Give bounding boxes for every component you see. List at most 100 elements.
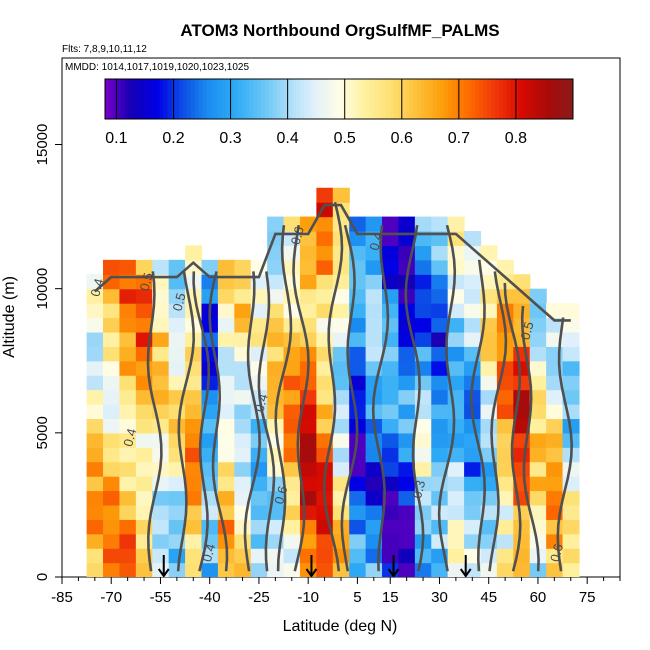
heatmap-cell <box>398 389 416 405</box>
colorbar-segment <box>257 79 262 119</box>
heatmap-cell <box>480 274 498 290</box>
heatmap-cell <box>464 447 482 463</box>
heatmap-cell <box>168 548 186 564</box>
contour-line <box>404 224 425 572</box>
heatmap-cell <box>332 447 350 463</box>
heatmap-cell <box>414 418 432 434</box>
colorbar-segment <box>537 79 543 119</box>
heatmap-cell <box>529 432 547 448</box>
heatmap-cell <box>447 216 465 232</box>
heatmap-cell <box>382 562 400 577</box>
heatmap-cell <box>316 447 334 463</box>
colorbar-segment <box>545 79 551 119</box>
colorbar-segment <box>401 79 406 119</box>
heatmap-cell <box>267 216 285 232</box>
heatmap-cell <box>135 288 153 304</box>
heatmap-cell <box>431 274 449 290</box>
heatmap-cell <box>185 432 203 448</box>
colorbar-segment <box>331 79 336 119</box>
flight-marker-arrow <box>387 555 400 578</box>
heatmap-cell <box>152 548 170 564</box>
heatmap-cell <box>86 490 104 506</box>
heatmap-cell <box>414 288 432 304</box>
heatmap-cell <box>414 447 432 463</box>
heatmap-cell <box>86 548 104 564</box>
heatmap-cell <box>513 504 531 520</box>
heatmap-cell <box>447 360 465 376</box>
heatmap-cell <box>283 303 301 319</box>
heatmap-cell <box>103 519 121 535</box>
colorbar-segment <box>311 79 317 119</box>
x-tick-label: 5 <box>353 589 361 606</box>
heatmap-cell <box>234 288 252 304</box>
heatmap-cell <box>119 432 137 448</box>
colorbar-segment <box>272 79 278 119</box>
heatmap-cell <box>349 360 367 376</box>
heatmap-cell <box>299 418 317 434</box>
heatmap-cell <box>464 331 482 347</box>
heatmap-cell <box>86 432 104 448</box>
heatmap-cell <box>447 346 465 362</box>
heatmap-cell <box>152 418 170 434</box>
heatmap-cell <box>464 519 482 535</box>
heatmap-cell <box>398 562 416 577</box>
heatmap-cell <box>152 346 170 362</box>
heatmap-cell <box>217 360 235 376</box>
heatmap-cell <box>513 562 531 577</box>
heatmap-cell <box>86 331 104 347</box>
heatmap-cell <box>431 418 449 434</box>
colorbar-segment <box>140 79 145 119</box>
colorbar-segment <box>389 79 395 119</box>
heatmap-cell <box>480 519 498 535</box>
heatmap-cell <box>464 533 482 549</box>
x-tick-label: 75 <box>579 589 596 606</box>
heatmap-cell <box>217 404 235 420</box>
colorbar-segment <box>393 79 398 119</box>
heatmap-cell <box>119 259 137 275</box>
heatmap-cell <box>168 346 186 362</box>
heatmap-cell <box>217 259 235 275</box>
heatmap-cell <box>250 317 268 333</box>
contour-lines <box>93 201 573 572</box>
heatmap-cell <box>546 303 564 319</box>
heatmap-cell <box>135 490 153 506</box>
heatmap-cell <box>217 476 235 492</box>
colorbar-tick-label: 0.6 <box>391 130 413 147</box>
heatmap-cell <box>119 375 137 391</box>
heatmap-cell <box>119 303 137 319</box>
heatmap-cell <box>431 303 449 319</box>
heatmap-cell <box>414 461 432 477</box>
heatmap-cell <box>267 562 285 577</box>
colorbar-segment <box>229 79 235 119</box>
heatmap-cell <box>513 533 531 549</box>
heatmap-cell <box>86 288 104 304</box>
heatmap-cell <box>135 461 153 477</box>
colorbar-segment <box>362 79 367 119</box>
colorbar-segment <box>374 79 379 119</box>
colorbar-segment <box>319 79 324 119</box>
heatmap-cell <box>103 447 121 463</box>
heatmap-cell <box>234 432 252 448</box>
heatmap-cell <box>365 331 383 347</box>
heatmap-cell <box>283 375 301 391</box>
heatmap-cell <box>103 404 121 420</box>
colorbar-segment <box>307 79 313 119</box>
heatmap-cell <box>447 461 465 477</box>
heatmap-cell <box>496 548 514 564</box>
heatmap-cell <box>365 346 383 362</box>
heatmap-cell <box>234 317 252 333</box>
heatmap-cell <box>447 562 465 577</box>
contour-line <box>146 271 163 572</box>
heatmap-cell <box>316 548 334 564</box>
heatmap-cell <box>103 548 121 564</box>
colorbar-segment <box>440 79 445 119</box>
heatmap-cell <box>185 504 203 520</box>
contour-line <box>437 224 457 572</box>
heatmap-cell <box>283 216 301 232</box>
colorbar-segment <box>358 79 363 119</box>
contour-line <box>488 271 508 572</box>
colorbar-segment <box>327 79 332 119</box>
heatmap-cell <box>316 360 334 376</box>
heatmap-cell <box>365 519 383 535</box>
heatmap-cell <box>349 404 367 420</box>
